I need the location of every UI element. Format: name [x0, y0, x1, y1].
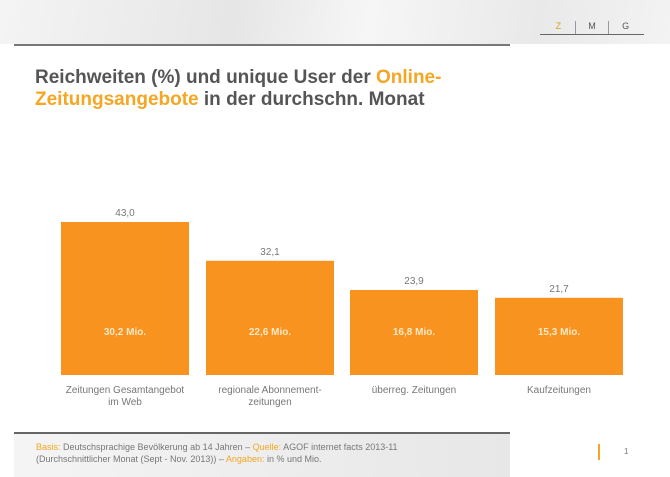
bar [61, 222, 189, 375]
period-text: (Durchschnittlicher Monat (Sept - Nov. 2… [36, 454, 226, 464]
inner-label: 30,2 Mio. [104, 327, 146, 338]
value-label: 23,9 [404, 276, 424, 287]
category-label: im Web [108, 397, 142, 408]
title-highlight: Zeitungsangebote [35, 89, 199, 110]
title-text: Reichweiten (%) und unique User der [35, 67, 376, 88]
logo-letter: M [574, 21, 609, 35]
bar [206, 260, 334, 375]
angaben-text: in % und Mio. [264, 454, 322, 464]
category-label: regionale Abonnement- [218, 385, 321, 396]
inner-label: 22,6 Mio. [249, 327, 291, 338]
inner-label: 15,3 Mio. [538, 327, 580, 338]
title-highlight: Online- [376, 67, 442, 88]
logo-letter: G [608, 21, 642, 35]
page-marker [598, 444, 600, 460]
category-label: zeitungen [248, 397, 291, 408]
slide-title: Reichweiten (%) und unique User der Onli… [35, 67, 441, 111]
title-text: in der durchschn. Monat [198, 89, 425, 110]
angaben-label: Angaben: [225, 454, 265, 464]
logo-underline [540, 34, 644, 35]
slide-header [0, 0, 670, 44]
logo-letter: Z [555, 21, 562, 31]
header-divider [14, 44, 510, 46]
inner-label: 16,8 Mio. [393, 327, 435, 338]
basis-text: Deutschsprachige Bevölkerung ab 14 Jahre… [60, 442, 253, 452]
bar [495, 297, 623, 375]
footer-source-note: Basis: Deutschsprachige Bevölkerung ab 1… [36, 441, 556, 465]
value-label: 32,1 [260, 247, 280, 258]
value-label: 21,7 [549, 284, 569, 295]
bar [350, 289, 478, 375]
value-label: 43,0 [115, 208, 135, 219]
page-number: 1 [624, 447, 629, 456]
basis-label: Basis: [36, 442, 61, 452]
category-label: überreg. Zeitungen [372, 385, 457, 396]
slide-footer [14, 432, 510, 477]
quelle-text: AGOF internet facts 2013-11 [281, 442, 398, 452]
zmg-logo: Z M G [542, 21, 642, 35]
category-label: Kaufzeitungen [527, 385, 591, 396]
category-label: Zeitungen Gesamtangebot [66, 385, 185, 396]
quelle-label: Quelle: [252, 442, 282, 452]
